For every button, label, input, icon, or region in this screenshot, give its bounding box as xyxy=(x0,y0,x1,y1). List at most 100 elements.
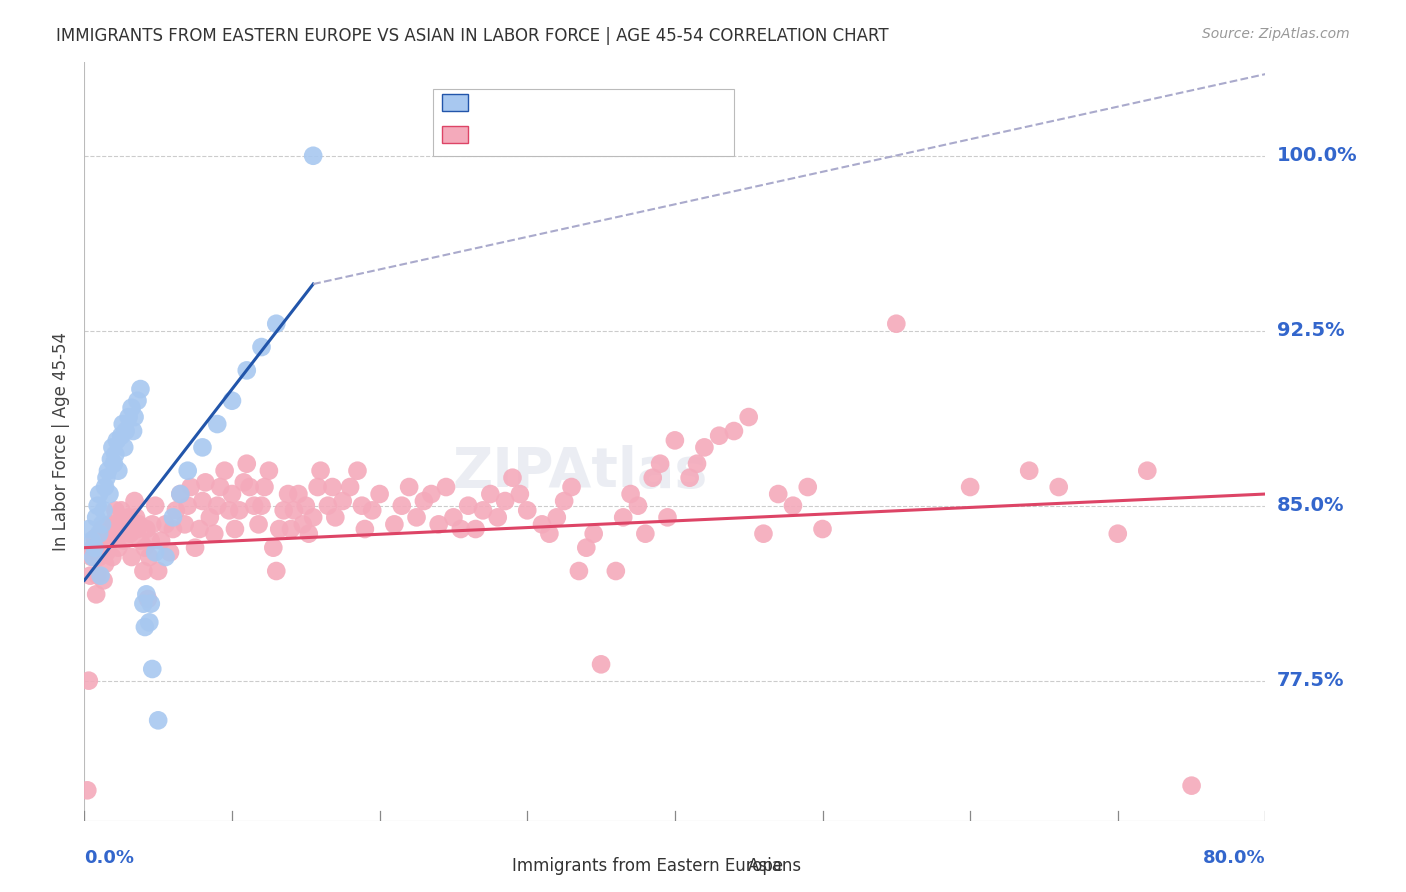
Point xyxy=(91,517,114,532)
Point xyxy=(650,457,672,471)
Point xyxy=(339,480,361,494)
Point xyxy=(165,503,187,517)
Bar xyxy=(443,95,468,111)
Point xyxy=(80,549,103,564)
Point xyxy=(94,557,117,571)
Point xyxy=(114,522,136,536)
Point xyxy=(361,503,384,517)
Point xyxy=(679,471,702,485)
Point xyxy=(202,526,225,541)
Point xyxy=(382,517,406,532)
Point xyxy=(346,464,368,478)
Point xyxy=(494,494,516,508)
Point xyxy=(266,317,288,331)
Point xyxy=(105,526,128,541)
Point xyxy=(280,522,302,536)
Point xyxy=(575,541,598,555)
Point xyxy=(141,662,163,676)
Point xyxy=(173,517,195,532)
Point xyxy=(103,517,125,532)
Point xyxy=(693,441,716,455)
Point xyxy=(243,499,266,513)
Point xyxy=(155,549,177,564)
Point xyxy=(738,410,761,425)
Point xyxy=(148,714,170,728)
Point xyxy=(139,533,162,548)
Text: 85.0%: 85.0% xyxy=(1277,496,1344,516)
Point xyxy=(110,503,132,517)
Point xyxy=(291,517,314,532)
Point xyxy=(568,564,591,578)
Point xyxy=(287,487,309,501)
Y-axis label: In Labor Force | Age 45-54: In Labor Force | Age 45-54 xyxy=(52,332,70,551)
Point xyxy=(148,564,170,578)
Point xyxy=(87,526,111,541)
Point xyxy=(723,424,745,438)
Point xyxy=(224,522,246,536)
Point xyxy=(138,549,160,564)
Point xyxy=(427,517,450,532)
Point xyxy=(83,532,105,546)
Point xyxy=(98,517,121,532)
Point xyxy=(501,471,523,485)
Point xyxy=(104,447,127,461)
Point xyxy=(332,494,354,508)
Text: 92.5%: 92.5% xyxy=(1277,321,1344,340)
Point xyxy=(350,499,373,513)
Point xyxy=(150,533,173,548)
Point xyxy=(87,487,111,501)
Point xyxy=(103,457,125,471)
Point xyxy=(398,480,420,494)
Point xyxy=(135,522,157,536)
Point xyxy=(247,517,270,532)
Point xyxy=(612,510,634,524)
Point xyxy=(443,510,465,524)
Point xyxy=(84,510,107,524)
Point xyxy=(239,480,262,494)
Point xyxy=(591,657,613,672)
Point xyxy=(298,526,321,541)
Point xyxy=(80,533,103,548)
Point xyxy=(180,480,202,494)
Point xyxy=(82,549,104,564)
Point xyxy=(101,549,124,564)
Text: R = 0.137: R = 0.137 xyxy=(478,125,583,144)
Point xyxy=(86,568,108,582)
Point xyxy=(124,410,146,425)
Point xyxy=(1107,526,1129,541)
Point xyxy=(93,503,115,517)
Point xyxy=(309,464,332,478)
Point xyxy=(295,499,318,513)
Point xyxy=(134,620,156,634)
Text: Immigrants from Eastern Europe: Immigrants from Eastern Europe xyxy=(512,857,783,875)
Point xyxy=(768,487,790,501)
Point xyxy=(84,587,107,601)
Point xyxy=(127,393,149,408)
Point xyxy=(194,475,217,490)
Point xyxy=(112,533,135,548)
Point xyxy=(90,568,112,582)
Point xyxy=(101,441,124,455)
Point xyxy=(169,487,191,501)
Point xyxy=(457,499,479,513)
Point xyxy=(82,541,104,555)
Point xyxy=(486,510,509,524)
Point xyxy=(91,522,114,536)
Point xyxy=(509,487,531,501)
Point xyxy=(169,487,191,501)
Point xyxy=(1136,464,1159,478)
Point xyxy=(273,503,295,517)
Point xyxy=(104,503,127,517)
Point xyxy=(269,522,291,536)
Point xyxy=(531,517,554,532)
Point xyxy=(120,526,142,541)
Point xyxy=(139,597,162,611)
Point xyxy=(155,517,177,532)
Point xyxy=(553,494,575,508)
Point xyxy=(118,510,141,524)
Point xyxy=(450,522,472,536)
Point xyxy=(232,475,254,490)
Point xyxy=(129,533,152,548)
Point xyxy=(302,149,325,163)
Point xyxy=(135,587,157,601)
